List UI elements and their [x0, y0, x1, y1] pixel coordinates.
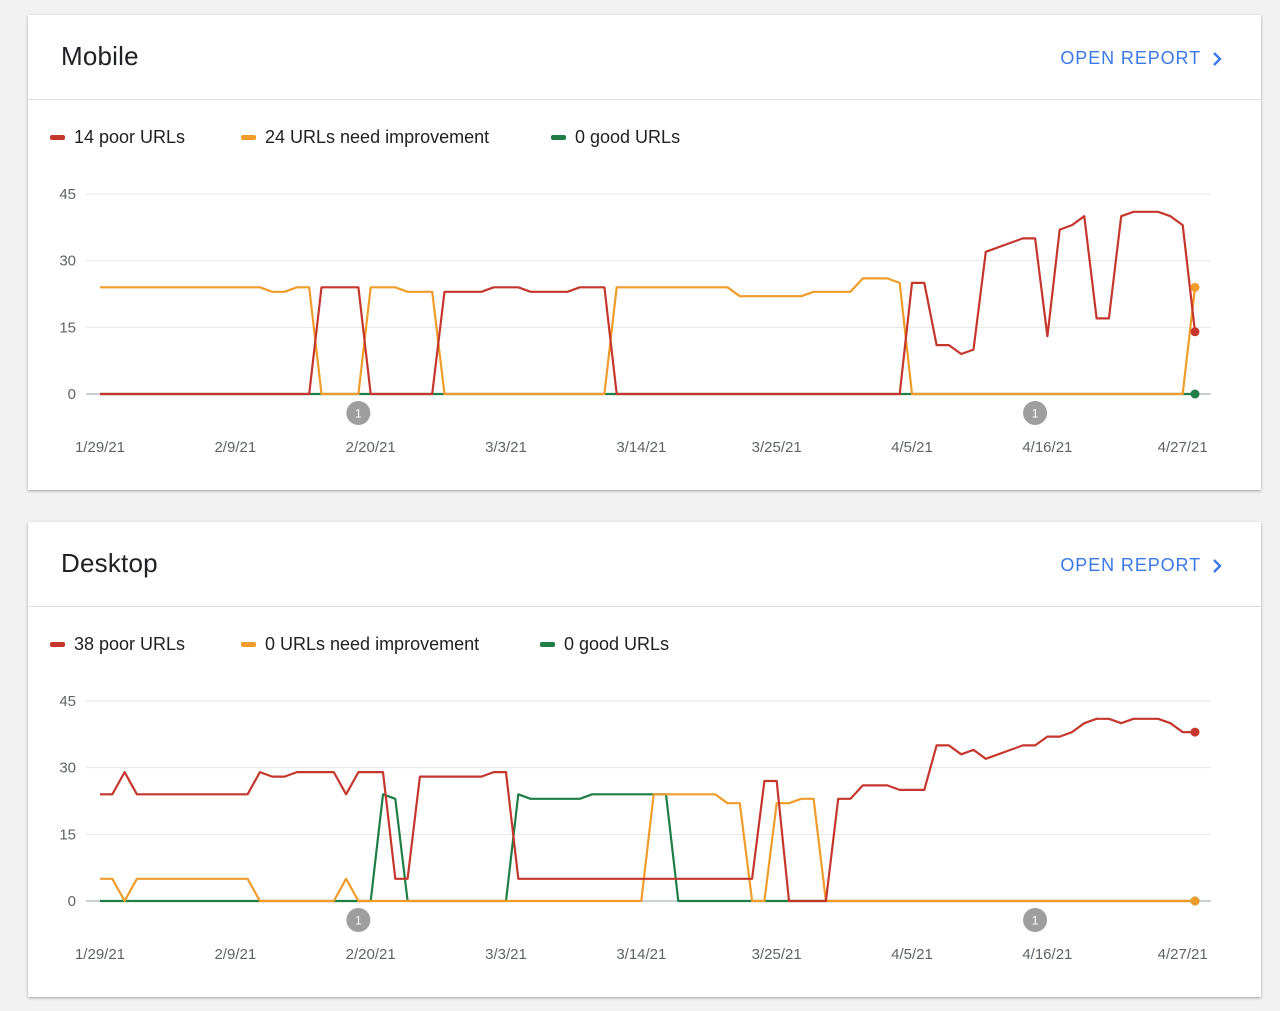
x-tick-label: 4/5/21	[891, 439, 933, 456]
x-tick-label: 3/25/21	[752, 946, 802, 963]
x-tick-label: 3/3/21	[485, 946, 527, 963]
series-endpoint-1[interactable]	[1190, 282, 1200, 292]
open-report-label: OPEN REPORT	[1060, 555, 1201, 575]
desktop-open-report-button[interactable]: OPEN REPORT	[1060, 555, 1223, 576]
y-tick-label: 45	[59, 186, 76, 203]
y-tick-label: 0	[68, 386, 76, 403]
legend-swatch-needs-improvement	[241, 642, 256, 647]
annotation-label: 1	[1032, 914, 1039, 928]
legend-label-poor: 38 poor URLs	[74, 634, 186, 654]
y-tick-label: 30	[59, 253, 76, 270]
x-tick-label: 3/14/21	[616, 439, 666, 456]
legend-swatch-good	[551, 135, 566, 140]
series-endpoint-2[interactable]	[1190, 389, 1200, 399]
legend-label-needs-improvement: 0 URLs need improvement	[265, 634, 480, 654]
series-endpoint-0[interactable]	[1190, 727, 1200, 737]
series-line-0[interactable]	[100, 717, 1195, 903]
annotation-label: 1	[355, 914, 362, 928]
x-tick-label: 4/5/21	[891, 946, 933, 963]
y-tick-label: 45	[59, 693, 76, 710]
x-tick-label: 4/27/21	[1158, 439, 1208, 456]
legend-item-good[interactable]: 0 good URLs	[540, 634, 669, 655]
legend-item-poor[interactable]: 38 poor URLs	[50, 634, 185, 655]
desktop-line-chart: 0 15 30 45 1/29/21 2/9/21 2/20/21 3/3/21 3/14/21…	[59, 693, 1211, 963]
open-report-label: OPEN REPORT	[1060, 48, 1201, 68]
series-endpoint-1[interactable]	[1190, 896, 1200, 906]
legend-swatch-poor	[50, 642, 65, 647]
legend-item-poor[interactable]: 14 poor URLs	[50, 127, 185, 148]
y-tick-label: 15	[59, 826, 76, 843]
x-tick-label: 3/3/21	[485, 439, 527, 456]
x-tick-label: 3/14/21	[616, 946, 666, 963]
desktop-card-header: Desktop OPEN REPORT	[28, 522, 1261, 607]
series-line-1[interactable]	[100, 277, 1197, 396]
x-tick-label: 2/9/21	[214, 946, 256, 963]
mobile-card: Mobile OPEN REPORT 14 poor URLs 24 URLs …	[28, 15, 1261, 490]
y-tick-label: 0	[68, 893, 76, 910]
annotation-marker[interactable]	[346, 401, 371, 425]
legend-item-needs-improvement[interactable]: 0 URLs need improvement	[241, 634, 479, 655]
mobile-line-chart: 0 15 30 45 1/29/21 2/9/21 2/20/21 3/3/21 3/14/21…	[59, 186, 1211, 456]
annotation-marker[interactable]	[1023, 401, 1048, 425]
mobile-open-report-button[interactable]: OPEN REPORT	[1060, 48, 1223, 69]
annotation-label: 1	[1032, 407, 1039, 421]
x-tick-label: 3/25/21	[752, 439, 802, 456]
annotation-label: 1	[355, 407, 362, 421]
legend-swatch-good	[540, 642, 555, 647]
annotation-marker[interactable]	[1023, 908, 1048, 932]
legend-item-needs-improvement[interactable]: 24 URLs need improvement	[241, 127, 489, 148]
x-tick-label: 1/29/21	[75, 439, 125, 456]
mobile-card-title: Mobile	[61, 41, 139, 71]
x-tick-label: 4/27/21	[1158, 946, 1208, 963]
desktop-card-title: Desktop	[61, 548, 158, 578]
legend-label-good: 0 good URLs	[575, 127, 681, 147]
series-endpoint-0[interactable]	[1190, 327, 1200, 337]
y-tick-label: 30	[59, 760, 76, 777]
chevron-right-icon	[1213, 51, 1222, 66]
chevron-right-icon	[1213, 558, 1222, 573]
annotation-marker[interactable]	[346, 908, 371, 932]
y-tick-label: 15	[59, 319, 76, 336]
legend-label-good: 0 good URLs	[564, 634, 670, 654]
desktop-card: Desktop OPEN REPORT 38 poor URLs 0 URLs …	[28, 522, 1261, 997]
legend-swatch-poor	[50, 135, 65, 140]
x-tick-label: 2/20/21	[346, 439, 396, 456]
legend-label-needs-improvement: 24 URLs need improvement	[265, 127, 490, 147]
x-tick-label: 2/20/21	[346, 946, 396, 963]
series-line-1[interactable]	[100, 793, 1195, 903]
x-tick-label: 4/16/21	[1022, 946, 1072, 963]
series-line-0[interactable]	[100, 210, 1197, 396]
legend-swatch-needs-improvement	[241, 135, 256, 140]
legend-label-poor: 14 poor URLs	[74, 127, 186, 147]
x-tick-label: 1/29/21	[75, 946, 125, 963]
x-tick-label: 4/16/21	[1022, 439, 1072, 456]
x-tick-label: 2/9/21	[214, 439, 256, 456]
legend-item-good[interactable]: 0 good URLs	[551, 127, 680, 148]
mobile-card-header: Mobile OPEN REPORT	[28, 15, 1261, 100]
